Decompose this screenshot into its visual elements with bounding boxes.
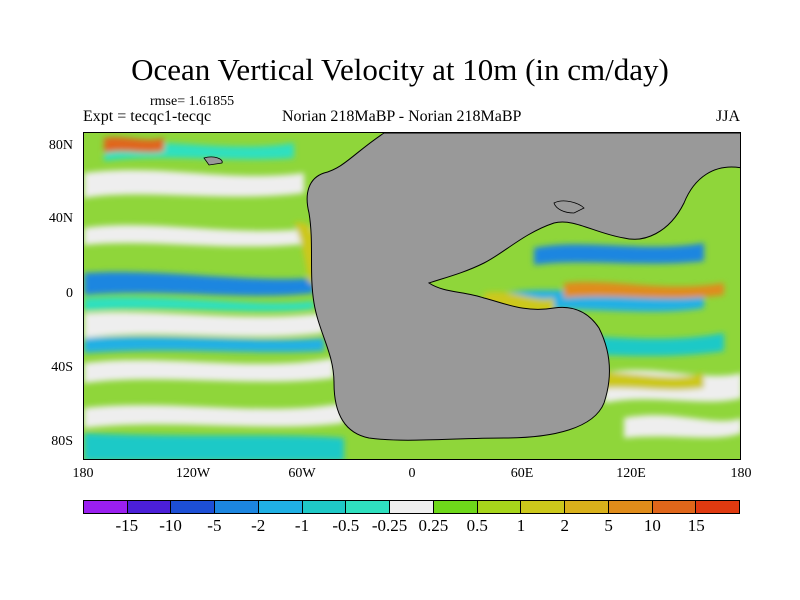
y-label-80n: 80N [48, 138, 73, 153]
colorbar-tick-label: -0.5 [332, 516, 360, 535]
colorbar-swatch [565, 501, 609, 513]
colorbar-tick-label: -0.25 [371, 516, 408, 535]
ocean-field-patches [84, 137, 740, 459]
season-label: JJA [716, 108, 741, 125]
colorbar-swatch [215, 501, 259, 513]
x-label-120e: 120E [616, 466, 646, 481]
colorbar-swatch [302, 501, 347, 513]
colorbar-tick-label: -2 [251, 516, 266, 535]
colorbar-tick-label: -5 [207, 516, 222, 535]
colorbar-swatch [608, 501, 653, 513]
x-label-60e: 60E [510, 466, 534, 481]
comparison-label: Norian 218MaBP - Norian 218MaBP [282, 108, 522, 125]
colorbar-tick-label: 15 [687, 516, 705, 535]
x-label-180e: 180 [730, 466, 752, 481]
colorbar-swatch [521, 501, 566, 513]
experiment-label: Expt = tecqc1-tecqc [83, 108, 212, 125]
colorbar-swatch [258, 501, 303, 513]
colorbar-swatch [433, 501, 478, 513]
colorbar-swatch [127, 501, 172, 513]
map-svg [84, 133, 740, 459]
colorbar-swatch [477, 501, 522, 513]
colorbar-tick-label: -1 [294, 516, 310, 535]
colorbar-tick-label: 0.25 [418, 516, 449, 535]
x-label-60w: 60W [288, 466, 316, 481]
plot-title: Ocean Vertical Velocity at 10m (in cm/da… [131, 52, 669, 87]
rmse-label: rmse= 1.61855 [150, 94, 235, 109]
colorbar-swatch [84, 501, 128, 513]
colorbar-tick-label: -10 [159, 516, 182, 535]
colorbar-swatch [696, 501, 740, 513]
y-label-eq: 0 [66, 286, 73, 301]
colorbar-swatch [390, 501, 434, 513]
x-label-0: 0 [408, 466, 416, 481]
island [203, 156, 223, 166]
colorbar-tick-label: 10 [643, 516, 661, 535]
x-label-180w: 180 [72, 466, 94, 481]
colorbar [83, 500, 740, 514]
colorbar-swatch [171, 501, 216, 513]
colorbar-tick-label: -15 [115, 516, 139, 535]
island [553, 200, 585, 214]
colorbar-tick-label: 5 [604, 516, 613, 535]
y-label-40s: 40S [51, 360, 73, 375]
y-label-40n: 40N [48, 211, 73, 226]
colorbar-swatch [346, 501, 391, 513]
velocity-map [83, 132, 741, 460]
y-label-80s: 80S [51, 434, 73, 449]
colorbar-tick-label: 1 [516, 516, 526, 535]
pangea-landmass [306, 133, 740, 441]
colorbar-tick-label: 2 [560, 516, 570, 535]
colorbar-tick-label: 0.5 [466, 516, 488, 535]
x-label-120w: 120W [175, 466, 211, 481]
colorbar-swatch [652, 501, 697, 513]
